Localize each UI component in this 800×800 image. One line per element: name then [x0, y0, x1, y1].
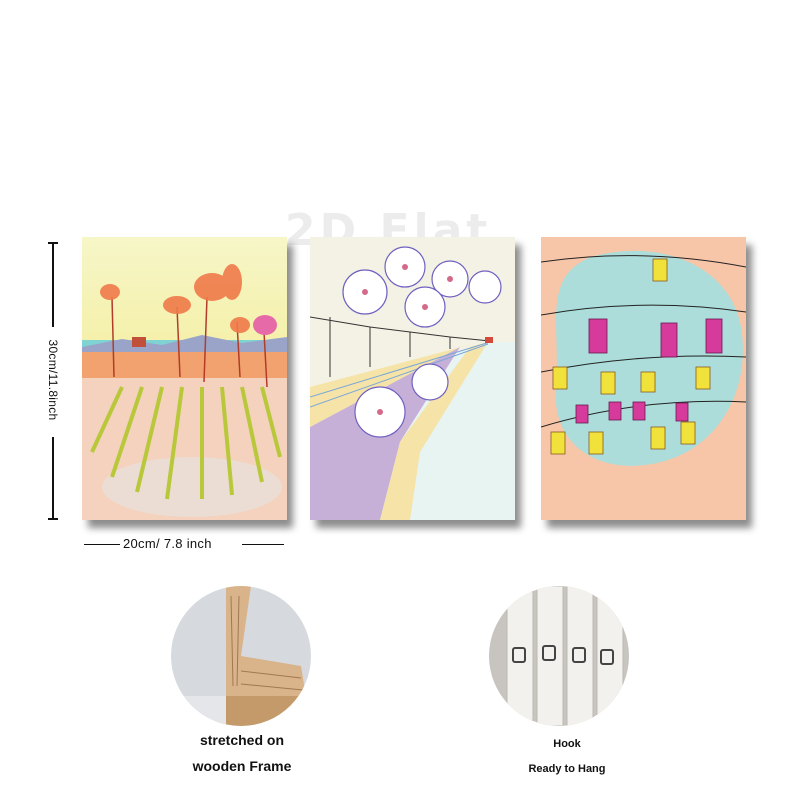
height-dimension-label: 30cm/11.8inch [46, 339, 60, 421]
width-dimension-label: 20cm/ 7.8 inch [123, 536, 212, 551]
hook-photo [489, 586, 629, 726]
flower-field-painting[interactable] [82, 237, 287, 520]
lanterns-painting[interactable] [541, 237, 746, 520]
frame-caption-line2: wooden Frame [192, 758, 292, 774]
hibiscus-road-painting[interactable] [310, 237, 515, 520]
hook-caption-line2: Ready to Hang [528, 763, 606, 775]
frame-caption-line1: stretched on [199, 732, 284, 748]
width-dimension-marker [84, 537, 284, 553]
wooden-frame-photo [171, 586, 311, 726]
height-dimension-marker [48, 242, 58, 520]
hook-caption-line1: Hook [553, 738, 581, 750]
